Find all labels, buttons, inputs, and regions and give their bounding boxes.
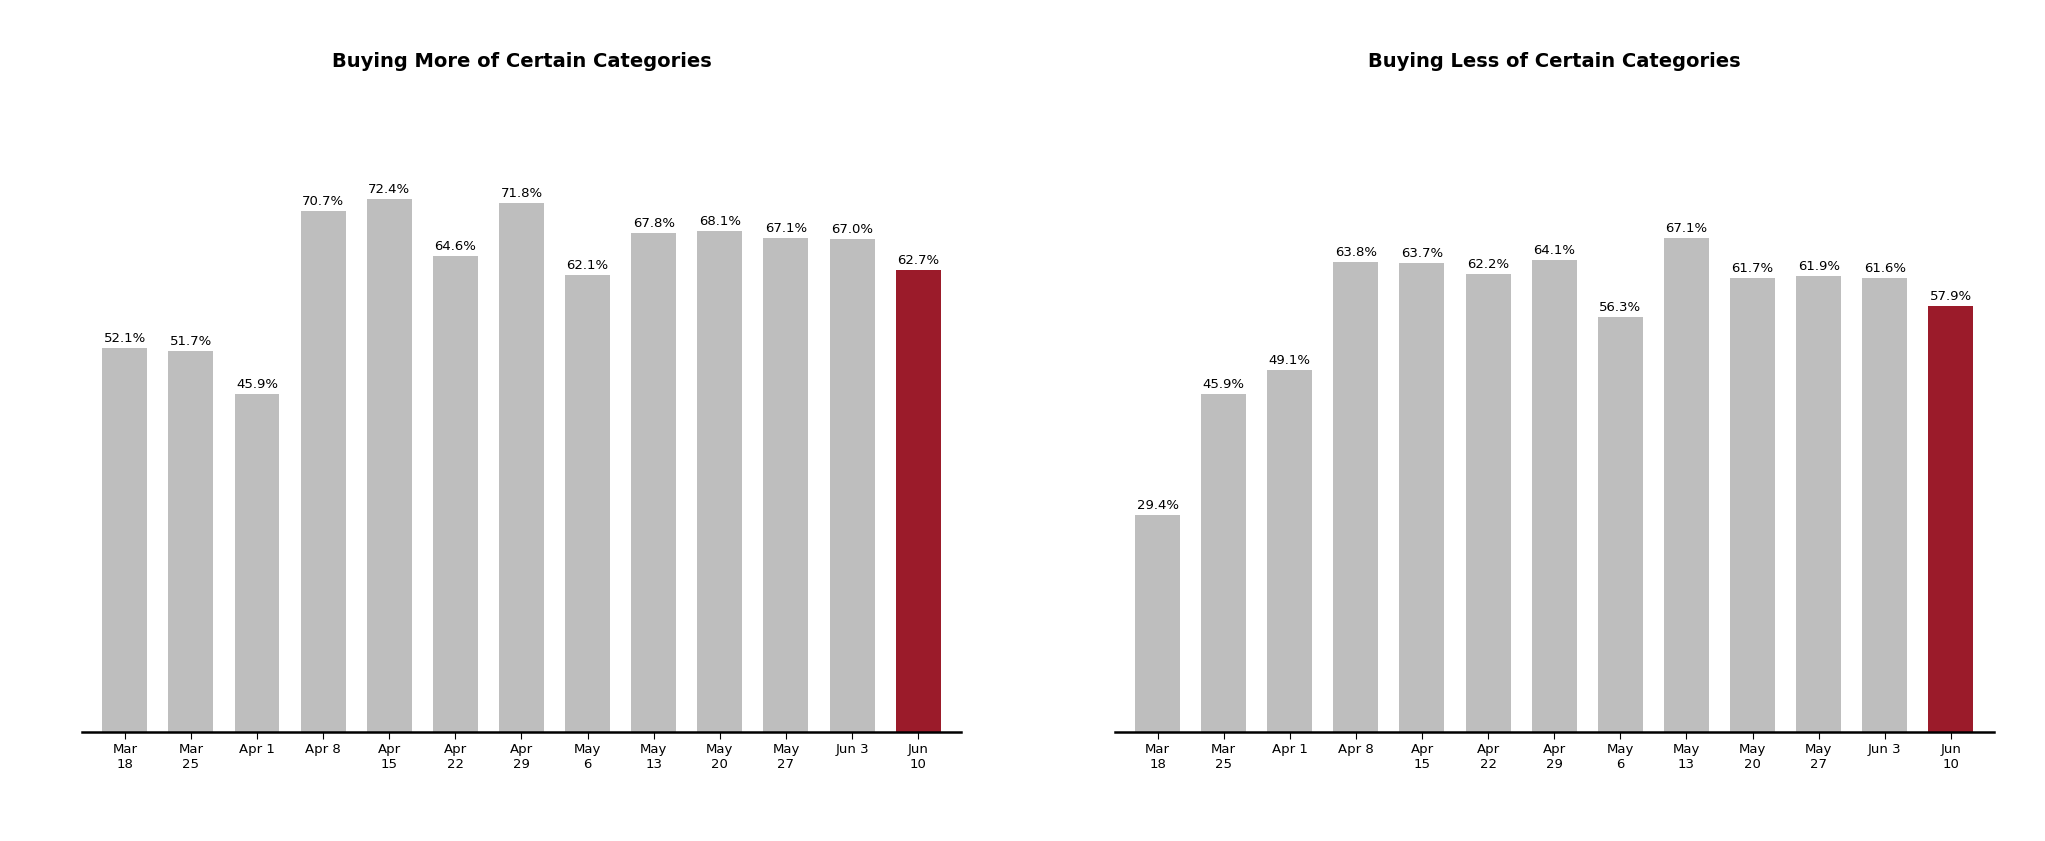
Bar	[830, 239, 875, 732]
Bar	[763, 238, 808, 732]
Text: 64.1%: 64.1%	[1534, 244, 1575, 257]
Bar	[301, 211, 346, 732]
Bar	[1333, 262, 1378, 732]
Bar	[632, 233, 677, 732]
Text: 29.4%: 29.4%	[1137, 500, 1178, 512]
Text: 57.9%: 57.9%	[1930, 289, 1971, 303]
Text: 56.3%: 56.3%	[1599, 301, 1642, 315]
Bar	[434, 257, 479, 732]
Bar	[1466, 274, 1511, 732]
Bar	[1597, 317, 1642, 732]
Bar	[697, 230, 742, 732]
Text: 45.9%: 45.9%	[235, 378, 278, 391]
Text: 62.7%: 62.7%	[898, 254, 939, 267]
Text: 61.6%: 61.6%	[1863, 262, 1906, 276]
Text: 67.0%: 67.0%	[830, 223, 873, 235]
Bar	[499, 204, 544, 732]
Text: 67.1%: 67.1%	[1665, 222, 1708, 235]
Text: 63.7%: 63.7%	[1401, 247, 1444, 260]
Bar	[1200, 394, 1245, 732]
Bar	[102, 348, 147, 732]
Bar	[235, 394, 280, 732]
Bar	[1665, 238, 1710, 732]
Title: Buying More of Certain Categories: Buying More of Certain Categories	[331, 52, 712, 71]
Text: 67.1%: 67.1%	[765, 222, 808, 235]
Bar	[1532, 260, 1577, 732]
Text: 45.9%: 45.9%	[1202, 378, 1245, 391]
Bar	[1135, 516, 1180, 732]
Text: Figure 10. All Respondents: Proportion that Are Buying More or Buying Less of An: Figure 10. All Respondents: Proportion t…	[16, 25, 1215, 45]
Text: 62.1%: 62.1%	[566, 259, 609, 272]
Bar	[1796, 276, 1840, 732]
Text: 72.4%: 72.4%	[368, 183, 411, 196]
Text: 62.2%: 62.2%	[1466, 258, 1509, 271]
Text: 68.1%: 68.1%	[699, 214, 740, 228]
Text: 61.7%: 61.7%	[1732, 262, 1773, 275]
Text: 49.1%: 49.1%	[1268, 354, 1311, 368]
Text: 64.6%: 64.6%	[434, 241, 476, 253]
Bar	[168, 352, 213, 732]
Text: 61.9%: 61.9%	[1798, 260, 1840, 273]
Text: 71.8%: 71.8%	[501, 188, 542, 200]
Text: 70.7%: 70.7%	[303, 195, 344, 209]
Bar	[896, 270, 941, 732]
Bar	[366, 199, 411, 732]
Bar	[1268, 370, 1313, 732]
Bar	[1730, 278, 1775, 732]
Bar	[564, 275, 609, 732]
Title: Buying Less of Certain Categories: Buying Less of Certain Categories	[1368, 52, 1740, 71]
Bar	[1928, 305, 1973, 732]
Bar	[1863, 278, 1908, 732]
Text: 51.7%: 51.7%	[170, 336, 213, 348]
Text: 63.8%: 63.8%	[1335, 246, 1376, 259]
Bar	[1399, 263, 1444, 732]
Text: 67.8%: 67.8%	[632, 217, 675, 230]
Text: 52.1%: 52.1%	[104, 332, 145, 346]
